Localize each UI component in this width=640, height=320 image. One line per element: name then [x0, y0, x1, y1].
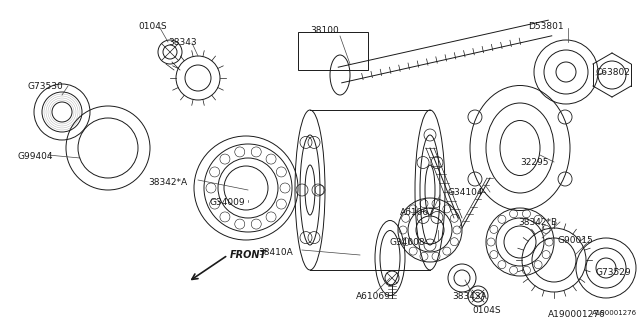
Text: 0104S: 0104S	[138, 22, 166, 31]
Text: A61067: A61067	[400, 208, 435, 217]
Text: G34008: G34008	[390, 238, 426, 247]
Text: 38343A: 38343A	[452, 292, 487, 301]
Text: G34104: G34104	[448, 188, 483, 197]
Text: FRONT: FRONT	[230, 250, 267, 260]
Text: G73530: G73530	[28, 82, 64, 91]
Text: A61069: A61069	[356, 292, 391, 301]
Text: 38343: 38343	[168, 38, 196, 47]
Text: G34009: G34009	[210, 198, 246, 207]
Text: G90015: G90015	[558, 236, 594, 245]
Text: D53801: D53801	[528, 22, 564, 31]
Text: 38342*B: 38342*B	[518, 218, 557, 227]
Text: G73529: G73529	[596, 268, 632, 277]
Text: G99404: G99404	[18, 152, 54, 161]
Text: A190001276: A190001276	[592, 310, 637, 316]
Text: 38100: 38100	[310, 26, 339, 35]
Text: 38410A: 38410A	[258, 248, 292, 257]
Text: 38342*A: 38342*A	[148, 178, 187, 187]
Text: A190001276: A190001276	[548, 310, 605, 319]
Text: C63802: C63802	[596, 68, 631, 77]
Text: 0104S: 0104S	[472, 306, 500, 315]
Bar	[298, 32, 368, 70]
Text: 32295: 32295	[520, 158, 548, 167]
